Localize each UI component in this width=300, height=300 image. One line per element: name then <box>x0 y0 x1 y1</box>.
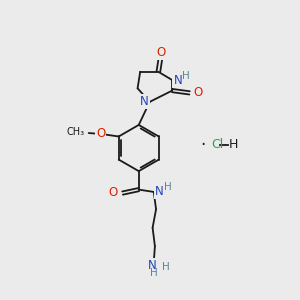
Text: H: H <box>164 182 172 192</box>
Text: N: N <box>148 259 157 272</box>
Text: O: O <box>96 127 105 140</box>
Text: H: H <box>229 138 238 151</box>
Text: H: H <box>182 71 190 81</box>
Text: ·: · <box>200 136 205 154</box>
Text: O: O <box>109 186 118 199</box>
Text: O: O <box>194 86 203 99</box>
Text: N: N <box>155 185 164 198</box>
Text: N: N <box>173 74 182 87</box>
Text: H: H <box>150 268 158 278</box>
Text: CH₃: CH₃ <box>66 127 85 137</box>
Text: O: O <box>156 46 165 59</box>
Text: Cl: Cl <box>212 138 224 151</box>
Text: H: H <box>162 262 170 272</box>
Text: N: N <box>140 95 149 108</box>
